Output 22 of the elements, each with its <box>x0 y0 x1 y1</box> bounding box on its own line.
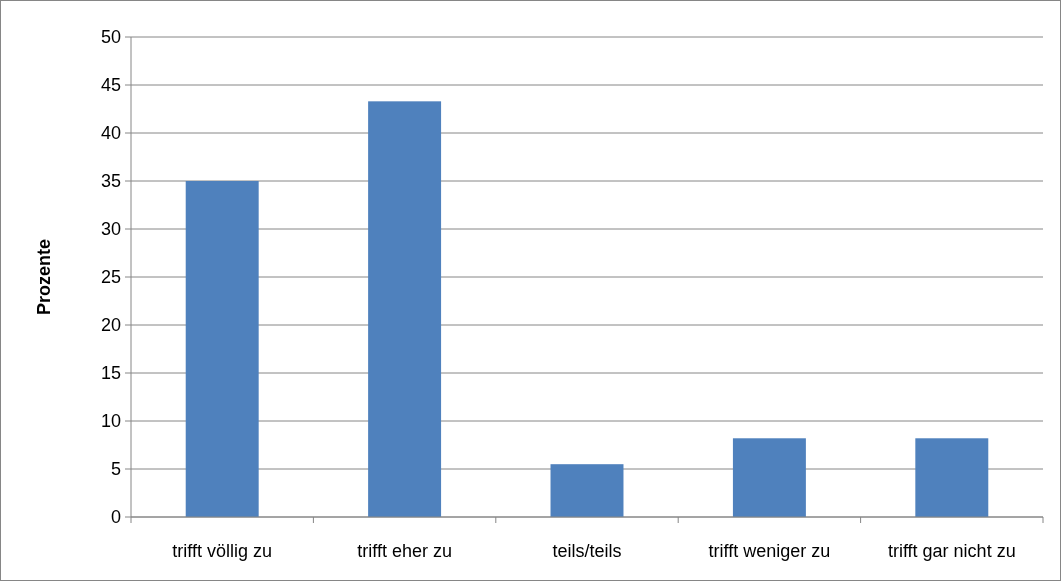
x-tick-label: trifft gar nicht zu <box>887 541 1016 561</box>
y-tick-label: 45 <box>100 75 121 96</box>
y-tick-label: 40 <box>100 123 121 144</box>
y-tick-label: 0 <box>110 507 121 528</box>
x-tick-label: trifft völlig zu <box>172 541 273 561</box>
bar <box>368 101 442 517</box>
bar <box>550 464 624 517</box>
bar <box>185 181 259 517</box>
y-tick-label: 50 <box>100 27 121 48</box>
x-tick-label: teils/teils <box>552 541 622 561</box>
y-tick-label: 5 <box>110 459 121 480</box>
bar <box>732 438 806 517</box>
y-tick-label: 30 <box>100 219 121 240</box>
y-axis-title: Prozente <box>34 238 54 316</box>
y-tick-label: 25 <box>100 267 121 288</box>
y-tick-label: 10 <box>100 411 121 432</box>
y-tick-label: 20 <box>100 315 121 336</box>
x-tick-label: trifft eher zu <box>357 541 452 561</box>
y-tick-label: 15 <box>100 363 121 384</box>
y-tick-label: 35 <box>100 171 121 192</box>
x-tick-label: trifft weniger zu <box>708 541 831 561</box>
bar <box>915 438 989 517</box>
